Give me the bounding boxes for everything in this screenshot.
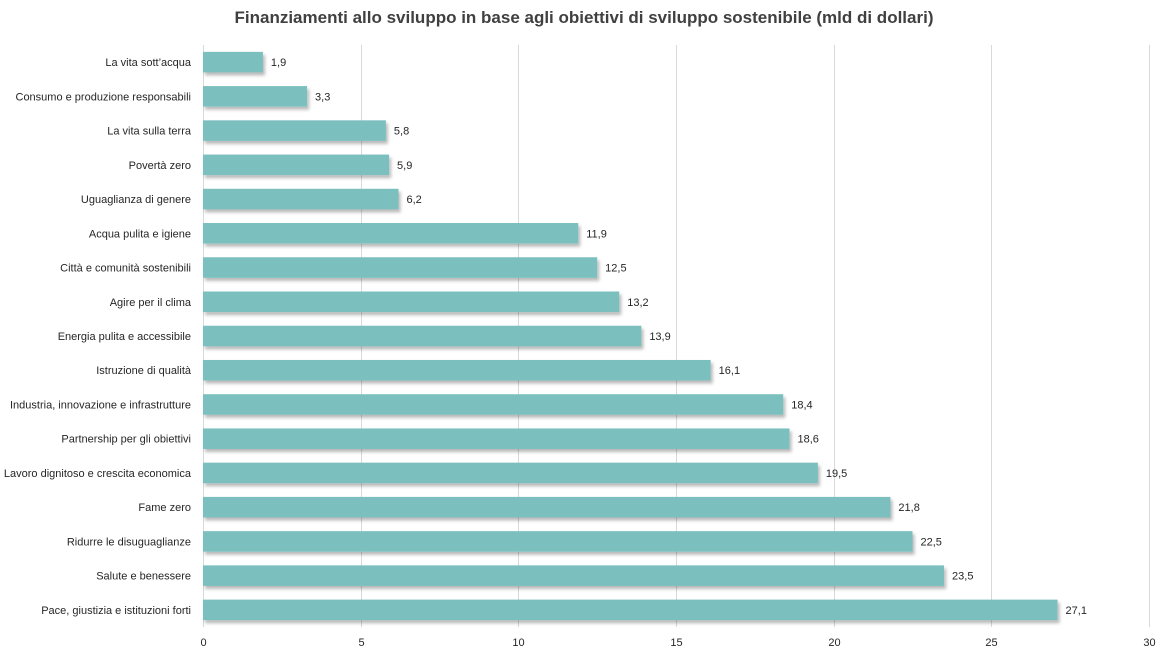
bar	[203, 359, 711, 381]
bar	[203, 325, 642, 347]
bar	[203, 86, 308, 107]
category-label: Partnership per gli obiettivi	[61, 434, 191, 446]
x-tick-label: 20	[828, 637, 840, 649]
x-tick-label: 15	[670, 637, 682, 649]
data-label: 19,5	[826, 468, 847, 480]
bar	[203, 257, 598, 278]
bar	[203, 565, 945, 586]
x-tick-label: 10	[512, 637, 524, 649]
data-label: 5,8	[394, 126, 409, 138]
category-label: La vita sott’acqua	[105, 57, 191, 69]
category-label: Consumo e produzione responsabili	[16, 91, 192, 103]
data-label: 13,9	[649, 331, 670, 343]
bar	[203, 462, 818, 484]
bar	[203, 223, 579, 244]
data-label: 23,5	[952, 571, 973, 583]
category-label: Ridurre le disuguaglianze	[67, 536, 191, 548]
chart-title: Finanziamenti allo sviluppo in base agli…	[235, 8, 934, 27]
x-tick-label: 30	[1143, 637, 1155, 649]
x-tick-label: 25	[985, 637, 997, 649]
bar	[203, 394, 784, 415]
category-label: Acqua pulita e igiene	[89, 228, 191, 240]
category-label: Pace, giustizia e istituzioni forti	[41, 605, 191, 617]
category-label: Povertà zero	[129, 160, 191, 172]
bar	[203, 188, 399, 210]
bars	[203, 51, 1058, 621]
data-label: 18,4	[791, 399, 812, 411]
bar	[203, 154, 390, 176]
category-label: Lavoro dignitoso e crescita economica	[4, 468, 192, 480]
data-label: 11,9	[586, 228, 607, 240]
data-label: 12,5	[605, 263, 626, 275]
bar	[203, 496, 891, 518]
data-label: 6,2	[407, 194, 422, 206]
category-label: Industria, innovazione e infrastrutture	[10, 399, 191, 411]
data-label: 5,9	[397, 160, 412, 172]
category-label: Istruzione di qualità	[96, 365, 192, 377]
bar	[203, 51, 263, 73]
category-label: Uguaglianza di genere	[81, 194, 191, 206]
category-label: Fame zero	[138, 502, 191, 514]
data-label: 18,6	[798, 434, 819, 446]
data-label: 21,8	[898, 502, 919, 514]
x-tick-label: 5	[358, 637, 364, 649]
category-label: La vita sulla terra	[107, 126, 192, 138]
x-axis-ticks: 0 5 10 15 20 25 30	[200, 637, 1155, 649]
data-label: 27,1	[1066, 605, 1087, 617]
category-label: Energia pulita e accessibile	[58, 331, 191, 343]
data-label: 1,9	[271, 57, 286, 69]
category-label: Città e comunità sostenibili	[60, 263, 191, 275]
bar	[203, 531, 913, 552]
x-tick-label: 0	[200, 637, 206, 649]
data-label: 3,3	[315, 91, 330, 103]
data-label: 22,5	[921, 536, 942, 548]
data-label: 13,2	[627, 297, 648, 309]
data-label: 16,1	[719, 365, 740, 377]
bar	[203, 120, 386, 141]
category-labels: La vita sott’acqua Consumo e produzione r…	[4, 57, 192, 617]
category-label: Salute e benessere	[96, 571, 191, 583]
bar	[203, 428, 790, 449]
bar	[203, 599, 1058, 621]
bar	[203, 291, 620, 313]
value-labels: 1,9 3,3 5,8 5,9 6,2 11,9 12,5 13,2 13,9 16,1 18,4 1…	[271, 57, 1087, 617]
category-label: Agire per il clima	[110, 297, 192, 309]
